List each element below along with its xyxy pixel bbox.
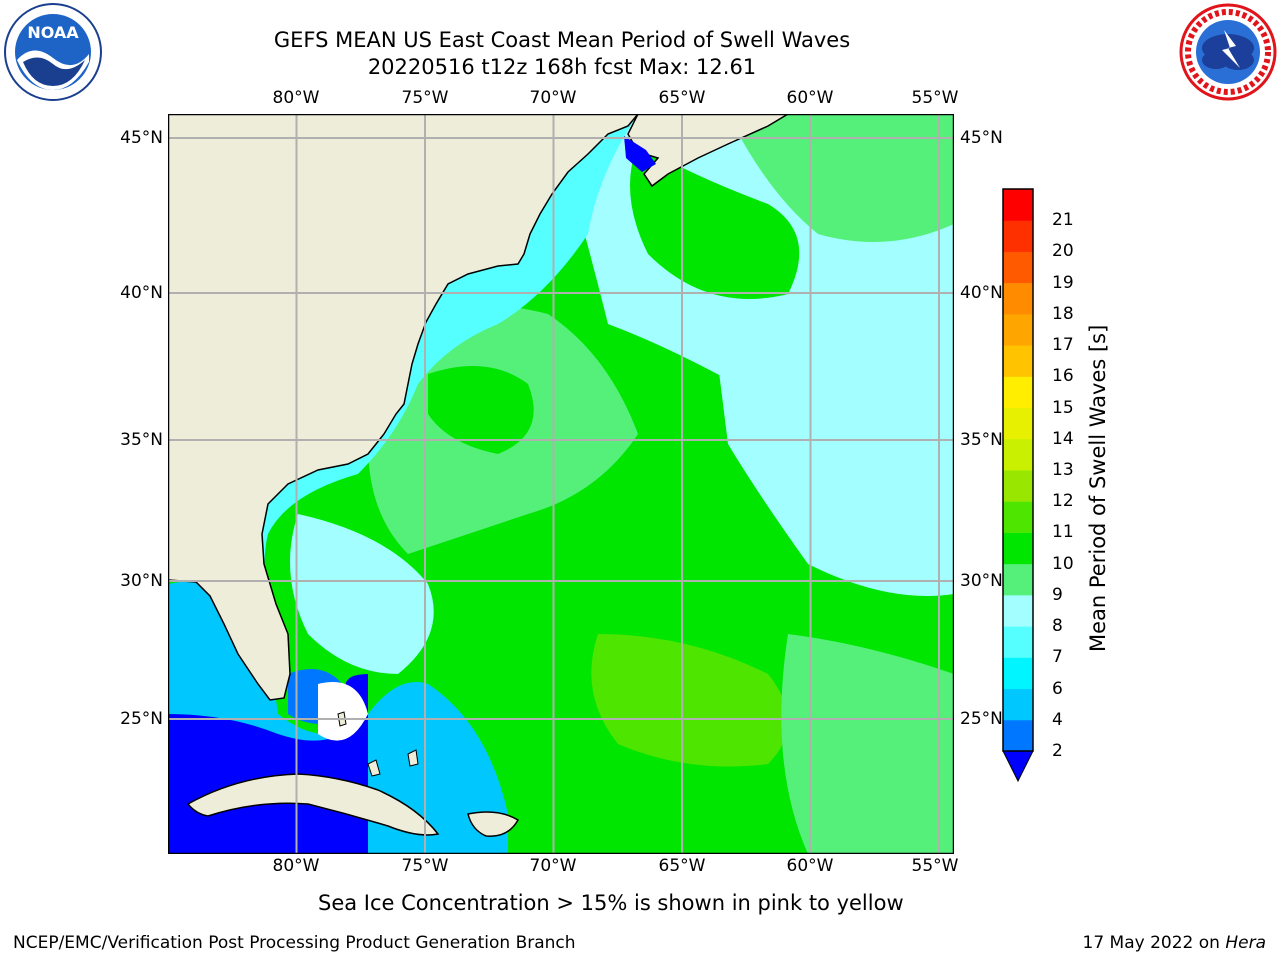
footer-date-text: 17 May 2022 on (1082, 933, 1226, 953)
lat-label-right-30n: 30°N (960, 571, 1003, 591)
map-frame (168, 114, 954, 854)
colorbar-tick-label: 6 (1052, 678, 1063, 699)
colorbar-tick-label: 20 (1052, 241, 1074, 262)
lon-label-bottom-55w: 55°W (911, 856, 959, 876)
lat-label-right-40n: 40°N (960, 283, 1003, 303)
lon-label-bottom-65w: 65°W (658, 856, 706, 876)
lat-label-left-30n: 30°N (120, 571, 163, 591)
land-us-east-coast (168, 114, 639, 701)
colorbar-tick-label: 16 (1052, 366, 1074, 387)
swell-period-map (168, 114, 954, 854)
colorbar-bin (1003, 470, 1033, 502)
colorbar-bin (1003, 376, 1033, 409)
colorbar-bin (1003, 251, 1033, 284)
field-region-11-12 (591, 634, 788, 767)
colorbar-bin (1003, 657, 1033, 690)
colorbar-bin (1003, 189, 1033, 221)
colorbar-tick-label: 14 (1052, 428, 1074, 449)
lon-label-top-65w: 65°W (658, 88, 706, 108)
colorbar-bin (1003, 594, 1033, 627)
field-region-9-10-southeast (781, 634, 954, 854)
field-region-8-9-east (718, 364, 954, 596)
colorbar-bin (1003, 532, 1033, 565)
lon-label-top-75w: 75°W (401, 88, 449, 108)
lon-label-top-70w: 70°W (529, 88, 577, 108)
noaa-logo: NOAA (4, 3, 102, 101)
colorbar-tick-label: 10 (1052, 553, 1074, 574)
colorbar (1002, 188, 1034, 783)
bay-of-fundy (624, 136, 656, 172)
footer-org: NCEP/EMC/Verification Post Processing Pr… (13, 933, 576, 953)
colorbar-tick-label: 19 (1052, 272, 1074, 293)
sea-ice-note: Sea Ice Concentration > 15% is shown in … (318, 891, 904, 915)
field-region-8-9-florida (290, 514, 434, 674)
colorbar-tick-label: 21 (1052, 210, 1074, 231)
land-hispaniola (467, 811, 520, 837)
lon-label-bottom-80w: 80°W (272, 856, 320, 876)
colorbar-tick-label: 11 (1052, 522, 1074, 543)
colorbar-tick-label: 18 (1052, 303, 1074, 324)
graticule (168, 114, 954, 854)
colorbar-tick-label: 12 (1052, 491, 1074, 512)
colorbar-bin (1003, 626, 1033, 658)
field-region-10-11-north (630, 144, 800, 299)
colorbar-bin (1003, 345, 1033, 377)
lat-label-left-45n: 45°N (120, 128, 163, 148)
colorbar-bin (1003, 407, 1033, 440)
colorbar-bin (1003, 220, 1033, 252)
footer-date: 17 May 2022 on Hera (1083, 933, 1267, 953)
colorbar-bin (1003, 688, 1033, 721)
colorbar-bin (1003, 282, 1033, 315)
colorbar-bin (1003, 719, 1033, 752)
colorbar-under-triangle (1002, 750, 1034, 783)
map-title: GEFS MEAN US East Coast Mean Period of S… (273, 28, 851, 52)
lon-label-bottom-75w: 75°W (401, 856, 449, 876)
lon-label-top-80w: 80°W (272, 88, 320, 108)
colorbar-bin (1003, 501, 1033, 533)
colorbar-bin (1003, 438, 1033, 471)
no-data-bahamas (318, 682, 368, 741)
footer-machine: Hera (1225, 933, 1266, 953)
land-bahamas (337, 711, 419, 777)
lat-label-left-25n: 25°N (120, 709, 163, 729)
colorbar-tick-label: 8 (1052, 616, 1063, 637)
lon-label-top-55w: 55°W (911, 88, 959, 108)
field-region-10-11-center (428, 366, 534, 454)
lon-label-bottom-70w: 70°W (529, 856, 577, 876)
lat-label-right-35n: 35°N (960, 430, 1003, 450)
lat-label-right-45n: 45°N (960, 128, 1003, 148)
lat-label-right-25n: 25°N (960, 709, 1003, 729)
colorbar-tick-label: 9 (1052, 584, 1063, 605)
lat-label-left-35n: 35°N (120, 430, 163, 450)
field-region-9-10 (728, 114, 954, 242)
lat-label-left-40n: 40°N (120, 283, 163, 303)
colorbar-tick-label: 15 (1052, 397, 1074, 418)
lon-label-bottom-60w: 60°W (786, 856, 834, 876)
map-subtitle: 20220516 t12z 168h fcst Max: 12.61 (367, 55, 757, 79)
lon-label-top-60w: 60°W (786, 88, 834, 108)
colorbar-tick-label: 7 (1052, 647, 1063, 668)
colorbar-frame (1002, 188, 1034, 752)
colorbar-tick-label: 17 (1052, 335, 1074, 356)
nws-logo (1179, 3, 1277, 101)
colorbar-tick-label: 13 (1052, 460, 1074, 480)
colorbar-bin (1003, 313, 1033, 346)
colorbar-tick-label: 4 (1052, 709, 1063, 730)
land-cuba (186, 773, 440, 836)
colorbar-label: Mean Period of Swell Waves [s] (1086, 324, 1110, 652)
colorbar-bin (1003, 563, 1033, 596)
colorbar-tick-label: 2 (1052, 741, 1063, 761)
noaa-logo-text: NOAA (27, 23, 79, 42)
